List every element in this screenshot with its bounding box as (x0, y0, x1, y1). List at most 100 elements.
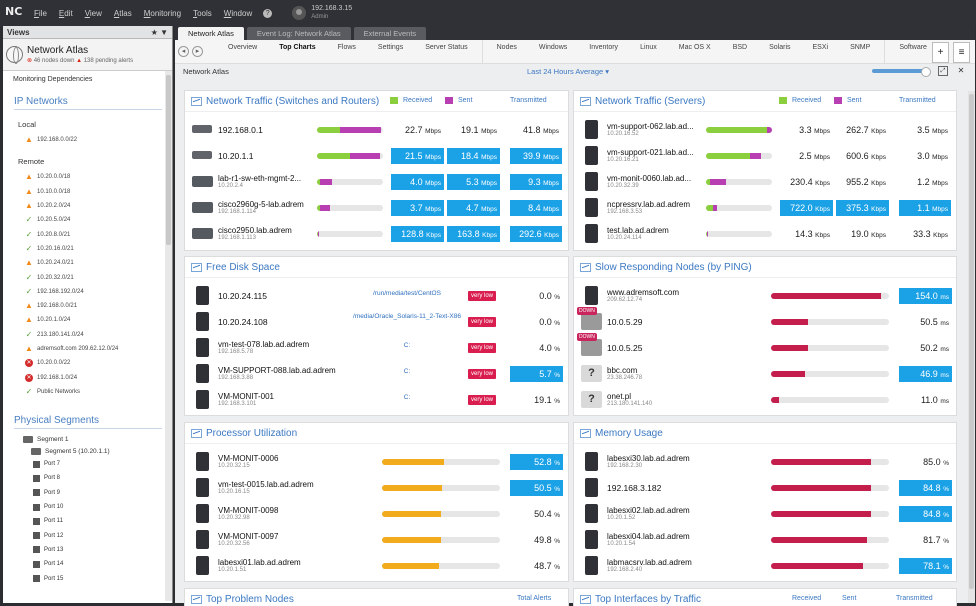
node-name[interactable]: VM-MONIT-0097 (218, 532, 279, 541)
node-name[interactable]: cisco2960g-5-lab.adrem (218, 200, 304, 209)
network-item[interactable]: ✓ Public Networks (3, 385, 172, 399)
node-name[interactable]: labesxi30.lab.ad.adrem (607, 454, 690, 463)
tab-windows[interactable]: Windows (538, 43, 568, 51)
table-row[interactable]: VM-MONIT-0006 10.20.32.15 52.8 % (192, 450, 563, 474)
table-row[interactable]: VM-MONIT-0097 10.20.32.56 49.8 % (192, 528, 562, 552)
table-row[interactable]: 10.20.24.115/run/media/test/CentOS very l… (192, 284, 562, 308)
menu-item-tools[interactable]: Tools (193, 8, 212, 18)
node-name[interactable]: 192.168.0.1 (218, 125, 263, 135)
atlas-item[interactable]: Network Atlas ⊗ 46 nodes down ▲ 138 pend… (3, 39, 172, 71)
fullscreen-icon[interactable]: ⤢ (938, 66, 948, 76)
node-name[interactable]: 10.0.5.29 (607, 317, 643, 327)
node-name[interactable]: 10.20.1.1 (218, 151, 254, 161)
network-item[interactable]: ✕ 10.20.0.0/22 (3, 356, 172, 370)
tab-settings[interactable]: Settings (377, 43, 404, 51)
tab-nodes[interactable]: Nodes (496, 43, 517, 51)
node-name[interactable]: bbc.com (607, 366, 638, 375)
tab-solaris[interactable]: Solaris (769, 43, 791, 51)
port-item[interactable]: Port 9 (3, 486, 172, 500)
tab-software[interactable]: Software (899, 43, 927, 51)
table-row[interactable]: cisco2960g-5-lab.adrem 192.168.1.114 3.7 M… (192, 196, 562, 220)
table-row[interactable]: cisco2950.lab.adrem 192.168.1.113 128.8 Kb… (192, 222, 562, 246)
menu-item-monitoring[interactable]: Monitoring (143, 8, 182, 18)
table-row[interactable]: vm-test-078.lab.ad.adrem 192.168.5.78 C: ve… (192, 336, 562, 360)
network-item[interactable]: ▲ adremsoft.com 209.62.12.0/24 (3, 342, 172, 356)
table-row[interactable]: VM-MONIT-001 192.168.3.101 C: very low 19.1 … (192, 388, 562, 412)
node-name[interactable]: vm-test-078.lab.ad.adrem (218, 340, 310, 349)
node-name[interactable]: vm-monit-0060.lab.ad... (607, 174, 692, 183)
table-row[interactable]: vm-support-021.lab.ad... 10.20.16.21 2.5 M… (581, 144, 950, 168)
segment-item[interactable]: Segment 1 (3, 433, 172, 445)
disk-path[interactable]: C: (403, 342, 411, 349)
port-item[interactable]: Port 11 (3, 514, 172, 528)
menu-item-file[interactable]: File (34, 8, 47, 18)
add-widget-button[interactable]: + (932, 42, 949, 63)
monitoring-dependencies-link[interactable]: Monitoring Dependencies (13, 76, 93, 83)
port-item[interactable]: Port 14 (3, 557, 172, 571)
node-name[interactable]: cisco2950.lab.adrem (218, 226, 292, 235)
doc-tab[interactable]: External Events (353, 27, 427, 40)
port-item[interactable]: Port 10 (3, 500, 172, 514)
node-name[interactable]: www.adremsoft.com (607, 288, 680, 297)
node-name[interactable]: test.lab.ad.adrem (607, 226, 669, 235)
node-name[interactable]: 10.0.5.25 (607, 343, 643, 353)
node-name[interactable]: lab-r1-sw-eth-mgmt-2... (218, 174, 302, 183)
table-row[interactable]: lab-r1-sw-eth-mgmt-2... 10.20.2.4 4.0 Mbps… (192, 170, 562, 194)
menu-item-view[interactable]: View (84, 8, 102, 18)
time-range-dropdown[interactable]: Last 24 Hours Average ▾ (527, 67, 610, 76)
network-item[interactable]: ✓ 213.180.141.0/24 (3, 328, 172, 342)
table-row[interactable]: ncpressrv.lab.ad.adrem 192.168.3.53 722.0 … (581, 196, 951, 220)
table-row[interactable]: DOWN 10.0.5.29 50.5 ms (577, 307, 950, 334)
tab-bsd[interactable]: BSD (732, 43, 748, 51)
port-item[interactable]: Port 15 (3, 571, 172, 585)
node-name[interactable]: 10.20.24.108 (218, 317, 268, 327)
node-name[interactable]: 192.168.3.182 (607, 483, 662, 493)
network-item[interactable]: ✓ 10.20.32.0/21 (3, 270, 172, 284)
table-row[interactable]: ? bbc.com 23.38.246.78 46.9 ms (581, 362, 952, 386)
node-name[interactable]: vm-support-062.lab.ad... (607, 122, 694, 131)
table-row[interactable]: labesxi30.lab.ad.adrem 192.168.2.30 85.0 % (581, 450, 950, 474)
doc-tab[interactable]: Network Atlas (178, 27, 244, 40)
network-item[interactable]: ▲ 10.20.1.0/24 (3, 313, 172, 327)
port-item[interactable]: Port 8 (3, 471, 172, 485)
disk-path[interactable]: /media/Oracle_Solaris-11_2-Text-X86 (353, 313, 461, 320)
network-item[interactable]: ✕ 192.168.1.0/24 (3, 370, 172, 384)
disk-path[interactable]: C: (403, 394, 411, 401)
views-pin-icon[interactable]: ★ ▼ (150, 27, 168, 37)
tab-snmp[interactable]: SNMP (850, 43, 871, 51)
table-row[interactable]: VM-MONIT-0098 10.20.32.98 50.4 % (192, 502, 562, 526)
node-name[interactable]: VM-MONIT-0006 (218, 454, 279, 463)
table-row[interactable]: www.adremsoft.com 209.62.12.74 154.0 ms (581, 284, 952, 308)
tab-linux[interactable]: Linux (640, 43, 657, 51)
tab-mac-os-x[interactable]: Mac OS X (678, 43, 711, 51)
node-name[interactable]: 10.20.24.115 (218, 291, 267, 301)
sidebar-scrollbar[interactable] (165, 71, 172, 601)
tab-flows[interactable]: Flows (337, 43, 356, 51)
menu-item-atlas[interactable]: Atlas (113, 8, 132, 18)
back-icon[interactable]: ◂ (178, 46, 189, 57)
node-name[interactable]: labesxi01.lab.ad.adrem (218, 558, 301, 567)
network-item[interactable]: ▲ 192.168.0.0/22 (3, 133, 172, 147)
node-name[interactable]: VM-SUPPORT-088.lab.ad.adrem (218, 366, 336, 375)
main-scrollbar[interactable] (968, 91, 975, 603)
menu-item-window[interactable]: Window (223, 8, 253, 18)
node-name[interactable]: labmacsrv.lab.ad.adrem (607, 558, 692, 567)
doc-tab[interactable]: Event Log: Network Atlas (246, 27, 351, 40)
table-row[interactable]: ? onet.pl 213.180.141.140 11.0 ms (581, 388, 950, 412)
port-item[interactable]: Port 13 (3, 543, 172, 557)
tab-esxi[interactable]: ESXi (812, 43, 829, 51)
network-item[interactable]: ▲ 10.20.0.0/18 (3, 170, 172, 184)
network-item[interactable]: ▲ 10.10.0.0/18 (3, 185, 172, 199)
node-name[interactable]: ncpressrv.lab.ad.adrem (607, 200, 690, 209)
node-name[interactable]: VM-MONIT-0098 (218, 506, 279, 515)
table-row[interactable]: labesxi02.lab.ad.adrem 10.20.1.52 84.8 % (581, 502, 952, 526)
table-row[interactable]: vm-test-0015.lab.ad.adrem 10.20.16.15 50.5… (192, 476, 563, 500)
table-row[interactable]: DOWN 10.0.5.25 50.2 ms (577, 333, 950, 360)
table-row[interactable]: labmacsrv.lab.ad.adrem 192.168.2.40 78.1 % (581, 554, 952, 578)
node-name[interactable]: VM-MONIT-001 (218, 392, 275, 401)
table-row[interactable]: labesxi01.lab.ad.adrem 10.20.1.51 48.7 % (192, 554, 562, 578)
table-row[interactable]: vm-monit-0060.lab.ad... 10.20.32.39 230.4 … (581, 170, 950, 194)
network-item[interactable]: ▲ 10.20.2.0/24 (3, 199, 172, 213)
tab-overview[interactable]: Overview (228, 43, 258, 51)
table-row[interactable]: 10.20.1.1 21.5 Mbps 18.4 Mbps 39.9 Mbps (192, 144, 562, 168)
